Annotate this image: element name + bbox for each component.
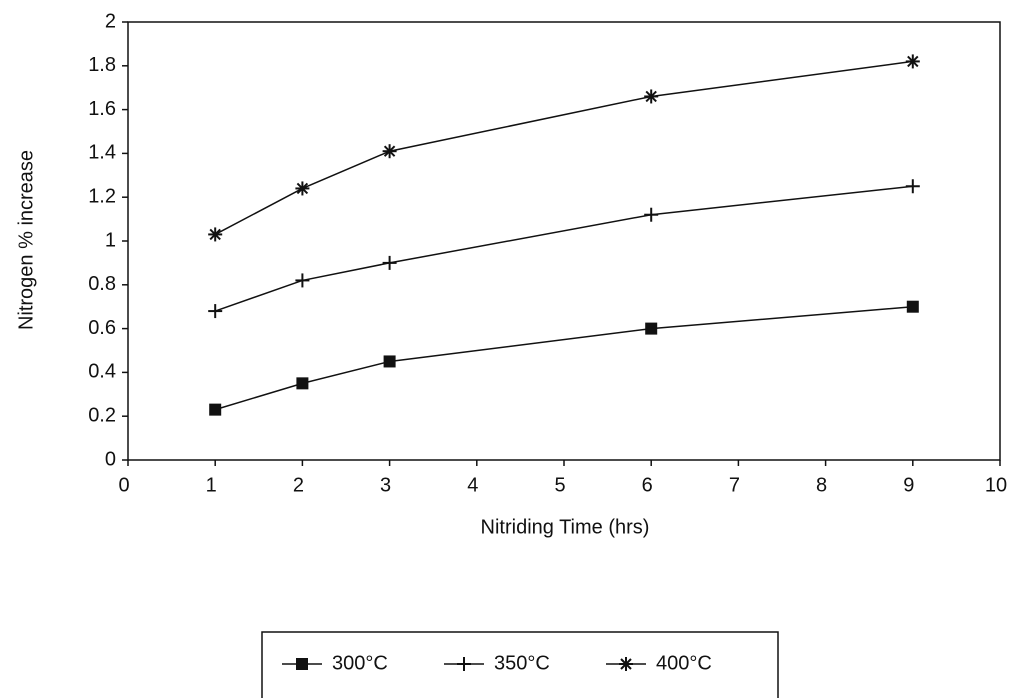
y-tick-label: 1.8 (88, 54, 116, 76)
marker (644, 207, 659, 222)
x-tick-label: 10 (985, 474, 1007, 496)
marker-square (383, 355, 396, 368)
y-tick-label: 1 (105, 229, 116, 251)
marker (295, 273, 310, 288)
marker (209, 403, 222, 416)
x-tick-label: 2 (293, 474, 304, 496)
marker (645, 322, 658, 335)
marker-stroke (907, 55, 919, 68)
marker (296, 658, 308, 670)
marker (296, 377, 309, 390)
legend-label: 400°C (656, 652, 712, 674)
legend-label: 350°C (494, 652, 550, 674)
marker-stroke (620, 658, 632, 670)
x-tick-label: 8 (816, 474, 827, 496)
marker-square (296, 658, 308, 670)
legend: 300°C 350°C 400°C (261, 631, 779, 698)
y-tick-label: 1.2 (88, 185, 116, 207)
marker (382, 144, 397, 159)
y-tick-label: 1.4 (88, 142, 116, 164)
y-tick-label: 0.8 (88, 273, 116, 295)
y-tick-label: 0.2 (88, 404, 116, 426)
marker (383, 355, 396, 368)
marker-stroke (296, 182, 309, 195)
x-tick-label: 7 (729, 474, 740, 496)
marker (906, 300, 919, 313)
series-line (214, 185, 913, 312)
marker (457, 657, 471, 671)
marker (208, 304, 223, 319)
marker-stroke (645, 90, 657, 103)
marker (295, 181, 310, 196)
x-tick-label: 6 (642, 474, 653, 496)
marker (905, 179, 920, 194)
marker-square (906, 300, 919, 313)
x-tick-label: 9 (903, 474, 914, 496)
x-tick-label: 5 (554, 474, 565, 496)
x-tick-label: 0 (118, 474, 129, 496)
x-tick-label: 3 (380, 474, 391, 496)
y-tick-label: 1.6 (88, 98, 116, 120)
marker-stroke (209, 228, 221, 241)
x-tick-label: 1 (206, 474, 217, 496)
series-line (214, 60, 913, 236)
marker (382, 255, 397, 270)
marker-square (209, 403, 222, 416)
x-axis-label: Nitriding Time (hrs) (481, 516, 650, 538)
y-tick-label: 0.4 (88, 361, 116, 383)
marker-square (645, 322, 658, 335)
legend-label: 300°C (332, 652, 388, 674)
y-axis-label: Nitrogen % increase (15, 150, 37, 330)
y-tick-label: 2 (105, 10, 116, 32)
marker (644, 89, 659, 104)
x-tick-label: 4 (467, 474, 478, 496)
marker-stroke (383, 145, 396, 157)
marker (619, 657, 633, 671)
plot-frame (127, 21, 1001, 461)
marker (905, 54, 920, 69)
y-tick-label: 0 (105, 448, 116, 470)
marker (208, 227, 223, 242)
series-line (214, 305, 913, 411)
legend-box (261, 631, 779, 698)
marker-square (296, 377, 309, 390)
y-tick-label: 0.6 (88, 317, 116, 339)
